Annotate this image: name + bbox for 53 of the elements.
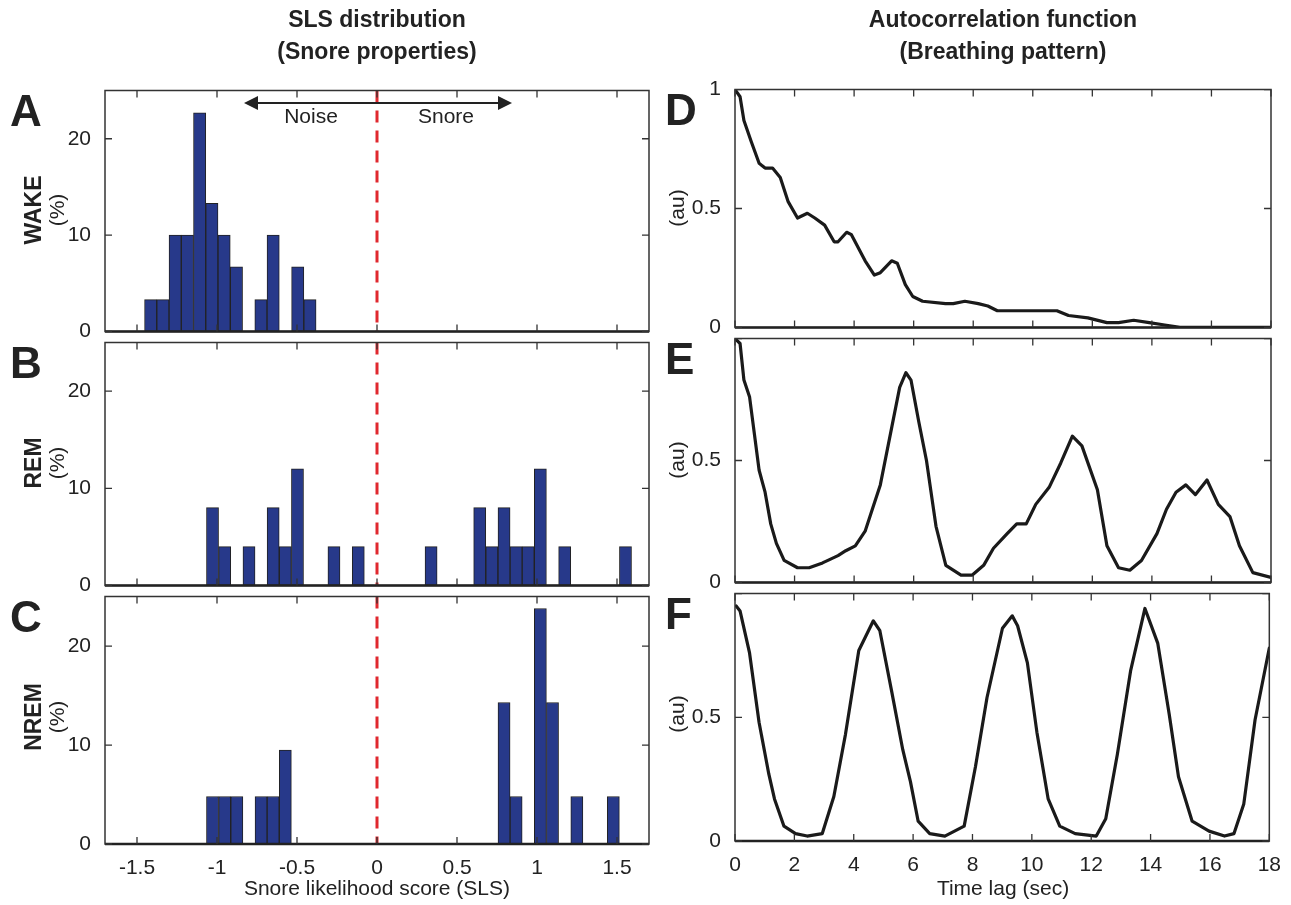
text: A bbox=[10, 86, 42, 135]
annotation: Snore bbox=[416, 104, 475, 128]
x-tick-label: 10 bbox=[1020, 852, 1044, 876]
x-tick-label: 16 bbox=[1198, 852, 1222, 876]
x-tick-label: 0.5 bbox=[442, 855, 472, 879]
y-tick-label: 20 bbox=[67, 125, 91, 149]
x-tick-label: 4 bbox=[847, 852, 860, 876]
y-tick-label: 0 bbox=[709, 569, 721, 593]
x-tick-label: 14 bbox=[1138, 852, 1163, 876]
y-tick-label: 10 bbox=[67, 731, 91, 755]
y-tick-label: 0 bbox=[709, 314, 721, 338]
y-tick-label: 10 bbox=[67, 221, 91, 245]
y-tick-label: 20 bbox=[67, 632, 91, 656]
x-tick-label: -1 bbox=[207, 855, 227, 879]
x-tick-label: 18 bbox=[1257, 852, 1281, 876]
chart-title: SLS distribution bbox=[287, 5, 467, 34]
y-tick-label: 0 bbox=[79, 830, 91, 854]
x-tick-label: -1.5 bbox=[118, 855, 156, 879]
y-axis-title: (au) bbox=[665, 695, 689, 733]
chart-subtitle: (Snore properties) bbox=[276, 37, 478, 66]
x-tick-label: 1 bbox=[531, 855, 543, 879]
y-axis-title: WAKE (%) bbox=[20, 175, 69, 245]
text: D bbox=[665, 85, 697, 134]
text: C bbox=[10, 592, 42, 641]
chart-title: Autocorrelation function bbox=[867, 5, 1139, 34]
y-tick-label: 0.5 bbox=[691, 704, 721, 728]
text: F bbox=[665, 589, 692, 638]
x-axis-title: Snore likelihood score (SLS) bbox=[243, 876, 511, 899]
text: B bbox=[10, 338, 42, 387]
x-tick-label: 8 bbox=[966, 852, 979, 876]
x-axis-title: Time lag (sec) bbox=[935, 876, 1071, 900]
y-tick-label: 1 bbox=[709, 76, 721, 100]
y-tick-label: 0 bbox=[709, 827, 721, 851]
y-axis-title: NREM (%) bbox=[20, 683, 69, 751]
x-tick-label: 6 bbox=[907, 852, 919, 876]
x-tick-label: -0.5 bbox=[278, 855, 316, 879]
x-tick-label: 2 bbox=[788, 852, 801, 876]
y-axis-title: (au) bbox=[665, 440, 689, 479]
chart-subtitle: (Breathing pattern) bbox=[898, 37, 1108, 66]
y-tick-label: 0 bbox=[79, 318, 91, 342]
y-tick-label: 10 bbox=[67, 475, 91, 499]
y-tick-label: 0 bbox=[79, 572, 91, 596]
y-tick-label: 0.5 bbox=[691, 195, 721, 219]
text: E bbox=[665, 334, 695, 383]
y-axis-title: REM (%) bbox=[20, 437, 69, 489]
y-tick-label: 0.5 bbox=[691, 447, 721, 471]
y-tick-label: 20 bbox=[67, 377, 91, 401]
x-tick-label: 0 bbox=[371, 855, 383, 879]
x-tick-label: 0 bbox=[729, 852, 741, 876]
annotation: Noise bbox=[283, 104, 339, 128]
y-axis-title: (au) bbox=[665, 188, 689, 227]
x-tick-label: 12 bbox=[1079, 852, 1103, 876]
x-tick-label: 1.5 bbox=[602, 855, 632, 879]
